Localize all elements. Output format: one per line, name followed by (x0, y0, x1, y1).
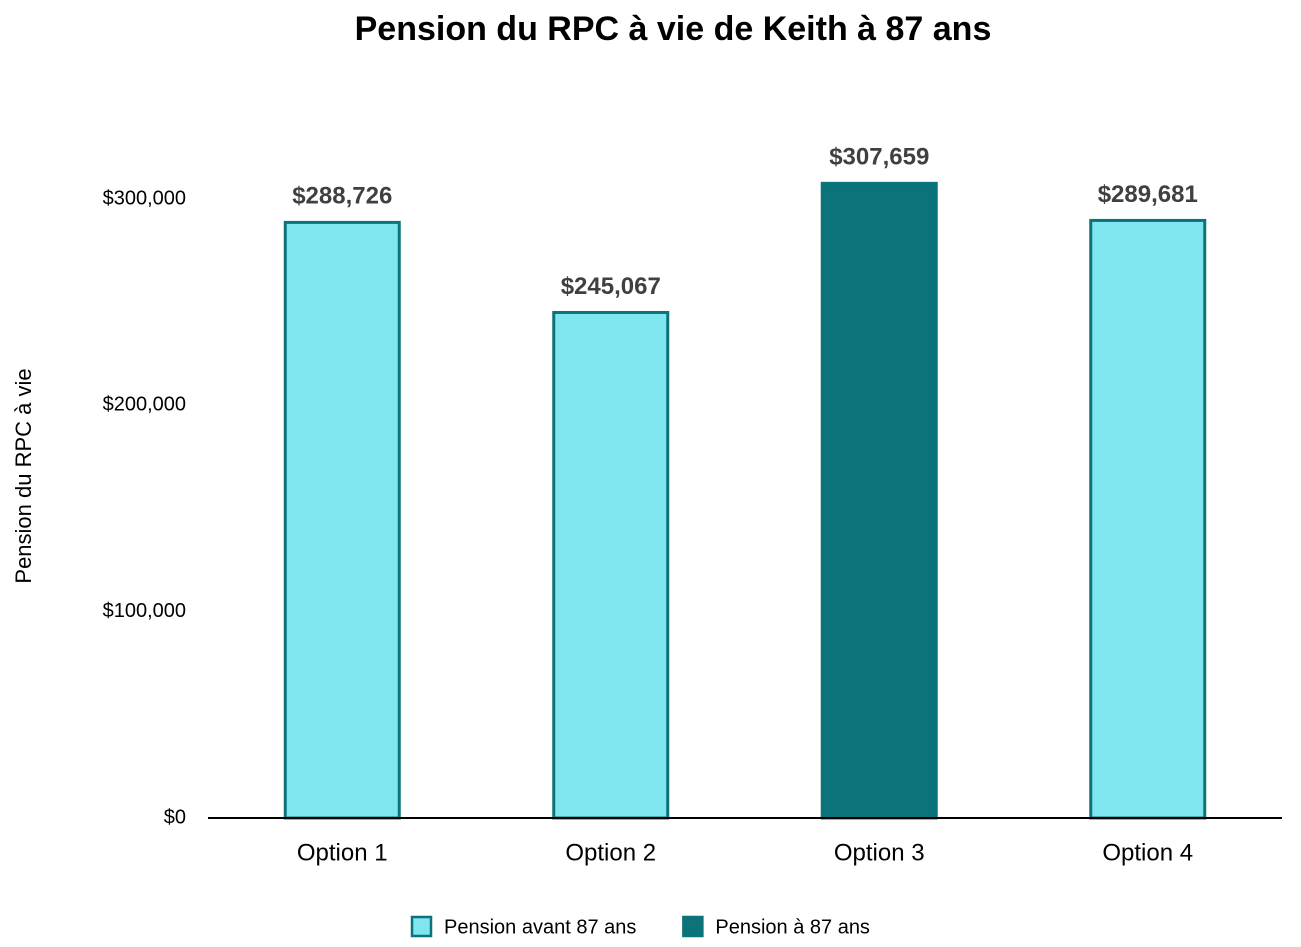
y-tick-label: $0 (164, 806, 186, 828)
x-tick-label: Option 1 (297, 839, 388, 866)
y-tick-label: $200,000 (103, 394, 186, 416)
value-label: $288,726 (292, 183, 392, 210)
value-label: $307,659 (829, 144, 929, 171)
value-label: $289,681 (1098, 181, 1198, 208)
x-tick-label: Option 4 (1102, 839, 1193, 866)
y-tick-label: $100,000 (103, 600, 186, 622)
bar (1089, 218, 1207, 820)
bar (820, 181, 938, 820)
value-label: $245,067 (561, 273, 661, 300)
x-tick-label: Option 2 (565, 839, 656, 866)
y-axis-label: Pension du RPC à vie (11, 368, 36, 583)
y-tick-label: $300,000 (103, 187, 186, 209)
chart-title: Pension du RPC à vie de Keith à 87 ans (355, 10, 992, 48)
bar (283, 220, 401, 820)
legend-label: Pension à 87 ans (715, 916, 870, 938)
x-tick-label: Option 3 (834, 839, 925, 866)
legend-swatch (410, 915, 433, 938)
legend-swatch (682, 915, 704, 938)
legend-label: Pension avant 87 ans (444, 916, 636, 938)
bar (552, 310, 670, 820)
